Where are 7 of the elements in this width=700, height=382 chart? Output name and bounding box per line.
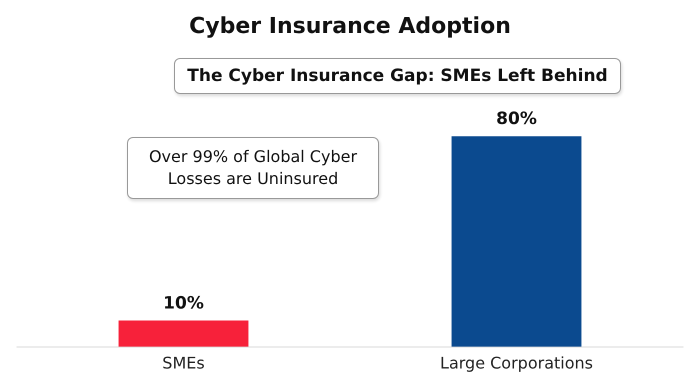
annotation: Over 99% of Global Cyber Losses are Uninsured — [127, 137, 379, 199]
x-tick-label: Large Corporations — [440, 354, 593, 373]
chart-subtitle: The Cyber Insurance Gap: SMEs Left Behind — [174, 58, 621, 94]
data-label: 80% — [496, 109, 537, 130]
x-tick-label: SMEs — [162, 354, 205, 373]
chart-title: Cyber Insurance Adoption — [188, 14, 512, 39]
data-label: 10% — [163, 293, 204, 314]
